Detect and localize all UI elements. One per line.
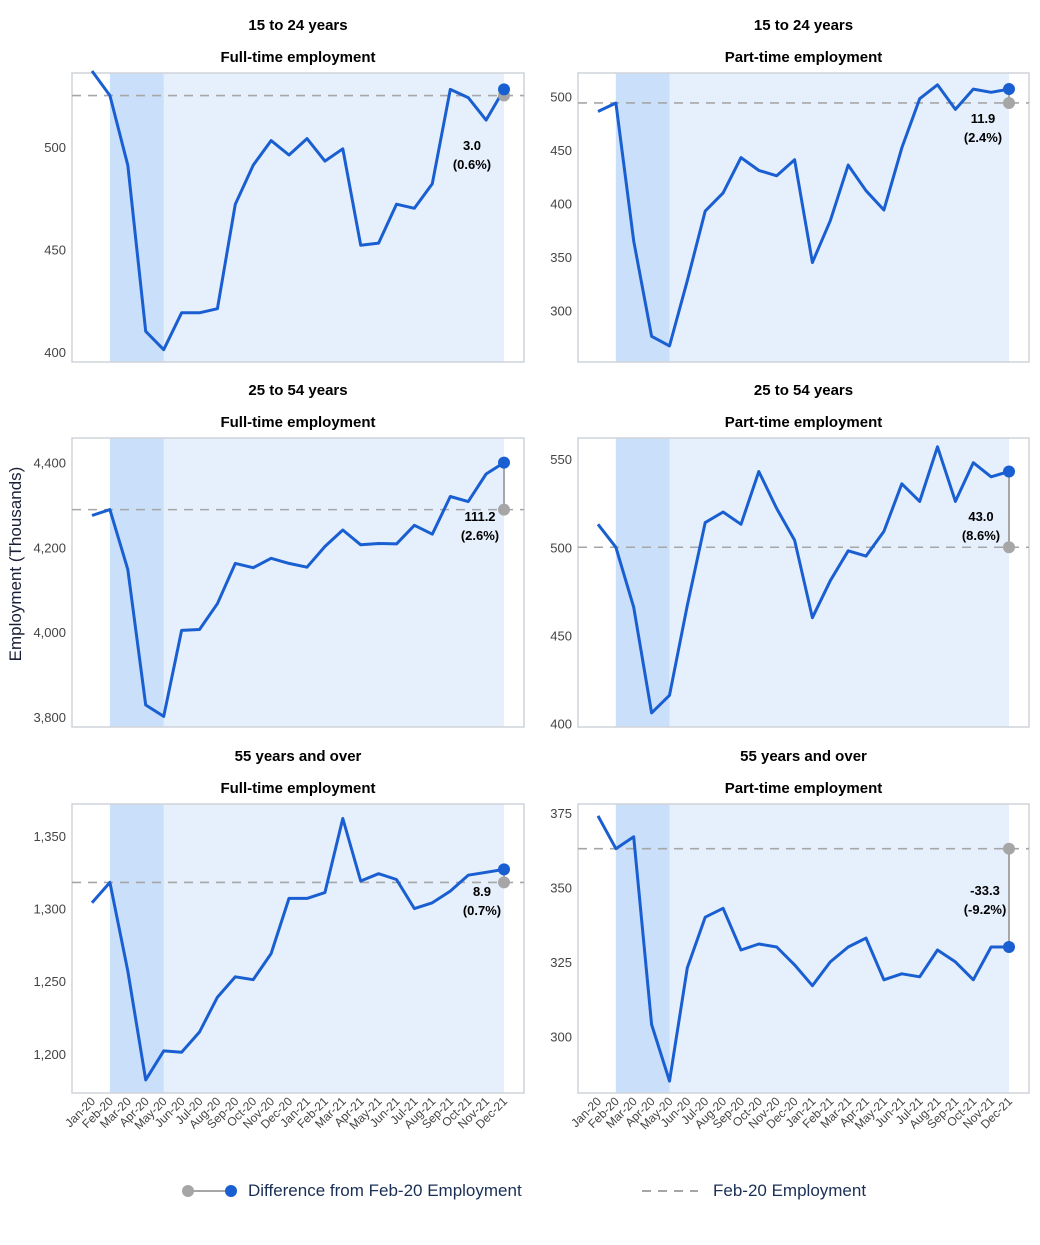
difference-annotation-percent: (2.4%) <box>964 130 1002 145</box>
employment-line <box>90 70 506 352</box>
y-tick-label: 500 <box>44 140 66 155</box>
y-tick-label: 4,200 <box>33 540 66 555</box>
plot-frame <box>577 437 1030 728</box>
dec21-marker <box>498 456 510 469</box>
feb20-marker <box>1003 541 1015 554</box>
y-tick-label: 1,300 <box>33 902 66 917</box>
panel-core-age-full-time: 25 to 54 years Full-time employment 3,80… <box>33 382 525 728</box>
legend-difference-label: Difference from Feb-20 Employment <box>248 1181 522 1200</box>
y-tick-label: 400 <box>44 345 66 360</box>
plot-frame <box>577 803 1030 1094</box>
recovery-period-shade <box>109 804 505 1093</box>
difference-annotation-percent: (0.6%) <box>453 157 491 172</box>
difference-annotation-value: 11.9 <box>971 111 996 126</box>
y-tick-label: 350 <box>550 880 572 895</box>
panel-subtitle: Full-time employment <box>220 49 375 66</box>
difference-annotation-value: -33.3 <box>970 883 1000 898</box>
panel-title: 15 to 24 years <box>754 17 853 34</box>
y-axis-label: Employment (Thousands) <box>6 466 25 662</box>
y-tick-label: 4,000 <box>33 625 66 640</box>
plot-frame <box>71 803 525 1094</box>
y-tick-label: 450 <box>550 628 572 643</box>
difference-annotation-percent: (8.6%) <box>962 528 1000 543</box>
y-tick-label: 4,400 <box>33 456 66 471</box>
y-tick-label: 1,250 <box>33 974 66 989</box>
y-tick-label: 1,200 <box>33 1047 66 1062</box>
panel-subtitle: Part-time employment <box>725 414 883 431</box>
difference-annotation-value: 111.2 <box>464 509 495 524</box>
y-tick-label: 325 <box>550 955 572 970</box>
panel-older-full-time: 55 years and over Full-time employment 1… <box>33 748 525 1132</box>
legend-item-difference: Difference from Feb-20 Employment <box>181 1175 522 1207</box>
employment-line <box>596 815 1009 1083</box>
recession-period-shade <box>109 438 164 727</box>
recovery-period-shade <box>615 438 1009 727</box>
feb20-marker <box>498 876 510 889</box>
y-tick-label: 450 <box>44 242 66 257</box>
y-tick-label: 550 <box>550 452 572 467</box>
difference-annotation-value: 43.0 <box>968 509 993 524</box>
recession-period-shade <box>615 804 670 1093</box>
difference-annotation-value: 8.9 <box>473 884 491 899</box>
legend: Difference from Feb-20 Employment Feb-20… <box>0 1175 1040 1207</box>
difference-legend-icon <box>182 1185 237 1197</box>
legend-item-baseline: Feb-20 Employment <box>642 1175 866 1207</box>
employment-line <box>597 83 1010 348</box>
y-tick-label: 3,800 <box>33 710 66 725</box>
employment-line <box>596 445 1010 715</box>
recovery-period-shade <box>109 73 505 362</box>
panel-title: 15 to 24 years <box>248 17 347 34</box>
panel-subtitle: Part-time employment <box>725 780 883 797</box>
panel-youth-part-time: 15 to 24 years Part-time employment 300 3… <box>550 17 1030 363</box>
recession-period-shade <box>109 73 164 362</box>
y-tick-label: 300 <box>550 304 572 319</box>
recession-period-shade <box>109 804 164 1093</box>
feb20-marker <box>1003 842 1015 855</box>
difference-annotation-percent: (-9.2%) <box>964 902 1007 917</box>
dec21-marker <box>498 83 510 96</box>
recovery-period-shade <box>615 804 1009 1093</box>
plot-frame <box>71 437 525 728</box>
dec21-marker <box>1003 941 1015 954</box>
y-tick-label: 400 <box>550 716 572 731</box>
panel-subtitle: Part-time employment <box>725 49 883 66</box>
panel-subtitle: Full-time employment <box>220 414 375 431</box>
panel-subtitle: Full-time employment <box>220 780 375 797</box>
y-tick-label: 1,350 <box>33 829 66 844</box>
panel-youth-full-time: 15 to 24 years Full-time employment 400 4… <box>44 17 525 363</box>
difference-annotation-percent: (0.7%) <box>463 903 501 918</box>
panel-title: 55 years and over <box>235 748 362 765</box>
difference-annotation-percent: (2.6%) <box>461 528 499 543</box>
panel-older-part-time: 55 years and over Part-time employment 3… <box>550 748 1030 1132</box>
legend-baseline-label: Feb-20 Employment <box>713 1181 867 1200</box>
y-tick-label: 450 <box>550 143 572 158</box>
y-tick-label: 300 <box>550 1029 572 1044</box>
dec21-marker <box>1003 465 1015 478</box>
feb20-marker <box>1003 96 1015 109</box>
plot-frame <box>577 72 1030 363</box>
y-tick-label: 350 <box>550 250 572 265</box>
dashed-line-legend-icon <box>642 1190 698 1192</box>
feb20-marker <box>498 503 510 516</box>
recovery-period-shade <box>109 438 505 727</box>
recovery-period-shade <box>615 73 1009 362</box>
y-tick-label: 500 <box>550 90 572 105</box>
panel-title: 55 years and over <box>740 748 867 765</box>
dec21-marker <box>498 863 510 876</box>
y-tick-label: 375 <box>550 806 572 821</box>
panel-title: 25 to 54 years <box>248 382 347 399</box>
dec21-marker <box>1003 83 1015 96</box>
recession-period-shade <box>615 73 670 362</box>
recession-period-shade <box>615 438 670 727</box>
employment-line <box>91 461 505 718</box>
plot-frame <box>71 72 525 363</box>
y-tick-label: 400 <box>550 197 572 212</box>
difference-annotation-value: 3.0 <box>463 138 481 153</box>
panel-core-age-part-time: 25 to 54 years Part-time employment 400 4… <box>550 382 1030 731</box>
employment-line <box>90 817 505 1082</box>
panel-title: 25 to 54 years <box>754 382 853 399</box>
y-tick-label: 500 <box>550 540 572 555</box>
